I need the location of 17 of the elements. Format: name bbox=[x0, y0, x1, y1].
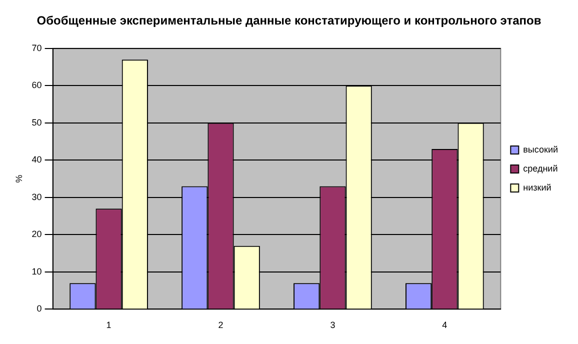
x-tick-label: 1 bbox=[106, 320, 112, 330]
legend-label: высокий bbox=[523, 144, 558, 154]
y-axis-title: % bbox=[14, 174, 24, 183]
y-tick-label: 50 bbox=[32, 117, 42, 128]
legend-label: низкий bbox=[523, 182, 552, 192]
x-tick-label: 4 bbox=[442, 320, 448, 330]
y-tick-label: 0 bbox=[36, 304, 42, 314]
chart-title: Обобщенные экспериментальные данные констатирующего и контрольного этапов bbox=[36, 14, 542, 28]
y-tick-label: 30 bbox=[32, 192, 42, 202]
y-tick-label: 40 bbox=[32, 154, 42, 165]
y-tick-label: 70 bbox=[32, 42, 42, 53]
y-tick-label: 10 bbox=[32, 266, 42, 276]
y-tick-label: 60 bbox=[32, 80, 42, 90]
legend-label: средний bbox=[523, 163, 558, 174]
y-tick-label: 20 bbox=[32, 229, 42, 240]
x-tick-label: 2 bbox=[218, 320, 224, 330]
x-tick-label: 3 bbox=[330, 320, 336, 330]
